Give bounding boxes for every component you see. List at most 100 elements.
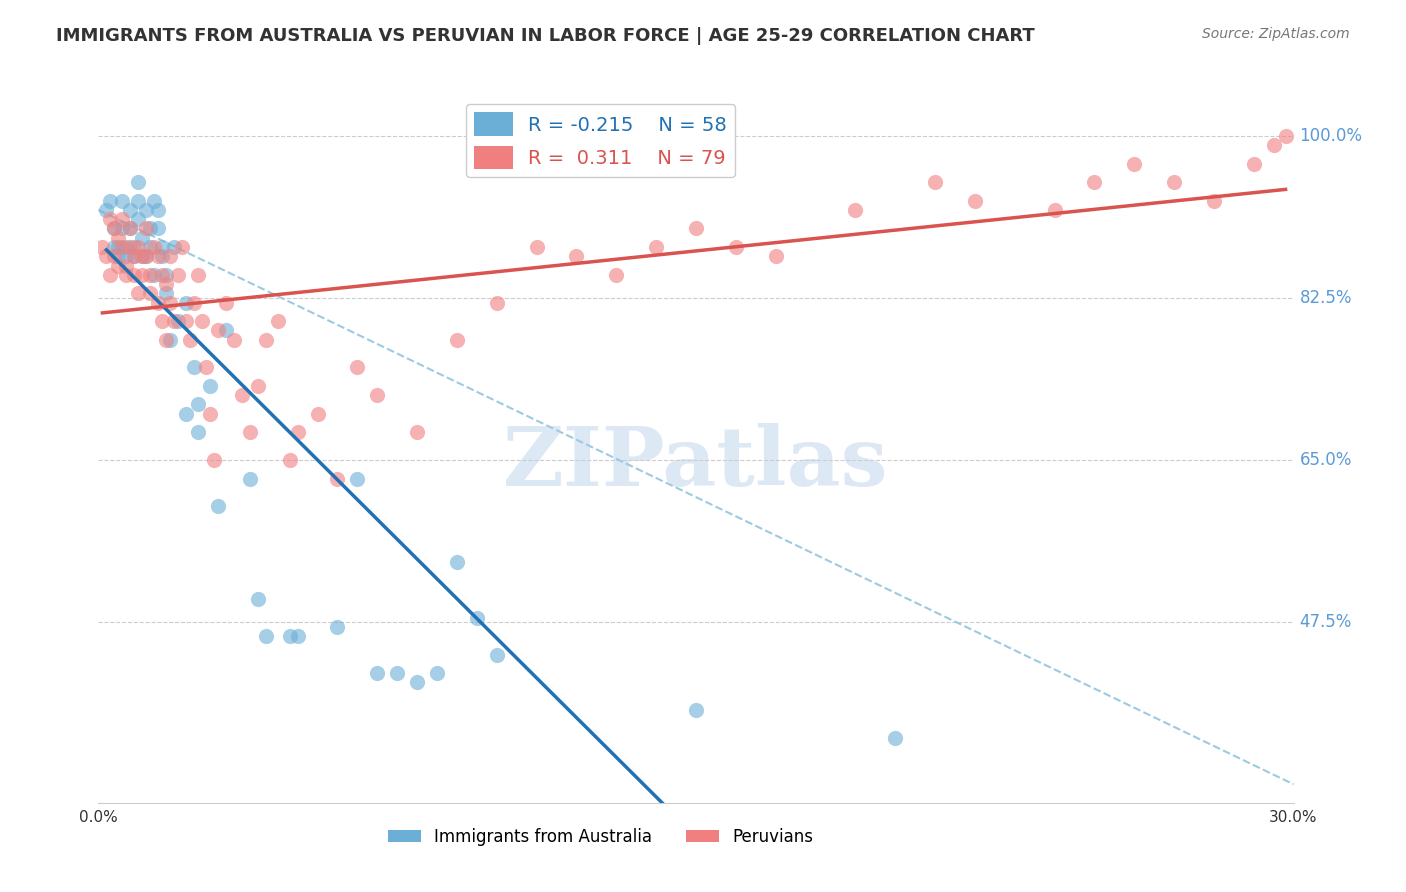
Point [174,407,197,421]
Point [131,268,153,282]
Point [91,240,114,254]
Point [96,249,118,263]
Point [163,314,186,328]
Point [183,295,205,310]
Point [103,221,125,235]
Point [103,240,125,254]
Point [127,286,149,301]
Point [239,472,262,486]
Point [1243,156,1265,170]
Point [222,333,245,347]
Point [446,333,468,347]
Point [148,202,170,217]
Point [148,221,170,235]
Point [107,240,129,254]
Point [135,202,157,217]
Point [366,666,388,681]
Point [724,240,747,254]
Point [150,249,173,263]
Point [107,231,129,245]
Point [963,194,986,208]
Point [287,425,309,440]
Point [187,425,209,440]
Point [231,388,253,402]
Point [120,240,142,254]
Point [120,221,142,235]
Point [465,610,488,624]
Text: IMMIGRANTS FROM AUSTRALIA VS PERUVIAN IN LABOR FORCE | AGE 25-29 CORRELATION CHA: IMMIGRANTS FROM AUSTRALIA VS PERUVIAN IN… [56,27,1035,45]
Point [605,268,627,282]
Point [426,666,449,681]
Point [150,240,173,254]
Point [246,592,269,607]
Point [366,388,388,402]
Point [246,379,269,393]
Point [155,286,177,301]
Point [120,221,142,235]
Point [1083,175,1105,189]
Text: 65.0%: 65.0% [1299,451,1353,469]
Point [159,333,181,347]
Point [143,268,166,282]
Point [191,314,214,328]
Point [98,194,122,208]
Point [215,295,238,310]
Point [143,240,166,254]
Point [884,731,907,745]
Point [844,202,866,217]
Point [202,453,225,467]
Point [198,379,221,393]
Point [111,212,134,227]
Point [107,259,129,273]
Point [120,202,142,217]
Point [174,314,197,328]
Point [187,397,209,411]
Point [179,333,201,347]
Text: 100.0%: 100.0% [1299,127,1362,145]
Point [163,240,186,254]
Point [183,360,205,375]
Point [1123,156,1146,170]
Point [155,333,177,347]
Point [115,249,138,263]
Point [139,221,162,235]
Point [96,202,118,217]
Point [172,240,194,254]
Point [1274,128,1296,143]
Point [103,249,125,263]
Point [167,268,190,282]
Point [124,249,146,263]
Point [254,333,277,347]
Point [159,295,181,310]
Point [124,240,146,254]
Point [139,240,162,254]
Point [485,648,508,662]
Point [207,500,229,514]
Point [267,314,290,328]
Point [565,249,588,263]
Point [1263,138,1285,153]
Point [406,675,429,690]
Point [159,249,181,263]
Text: Source: ZipAtlas.com: Source: ZipAtlas.com [1202,27,1350,41]
Point [127,194,149,208]
Point [131,231,153,245]
Point [143,194,166,208]
Text: ZIPatlas: ZIPatlas [503,423,889,503]
Point [174,295,197,310]
Point [127,240,149,254]
Point [239,425,262,440]
Point [150,314,173,328]
Point [685,221,707,235]
Point [115,268,138,282]
Point [127,175,149,189]
Point [111,194,134,208]
Point [135,221,157,235]
Point [124,249,146,263]
Legend: Immigrants from Australia, Peruvians: Immigrants from Australia, Peruvians [381,821,820,852]
Point [150,268,173,282]
Point [135,249,157,263]
Point [155,277,177,291]
Point [446,555,468,569]
Point [307,407,329,421]
